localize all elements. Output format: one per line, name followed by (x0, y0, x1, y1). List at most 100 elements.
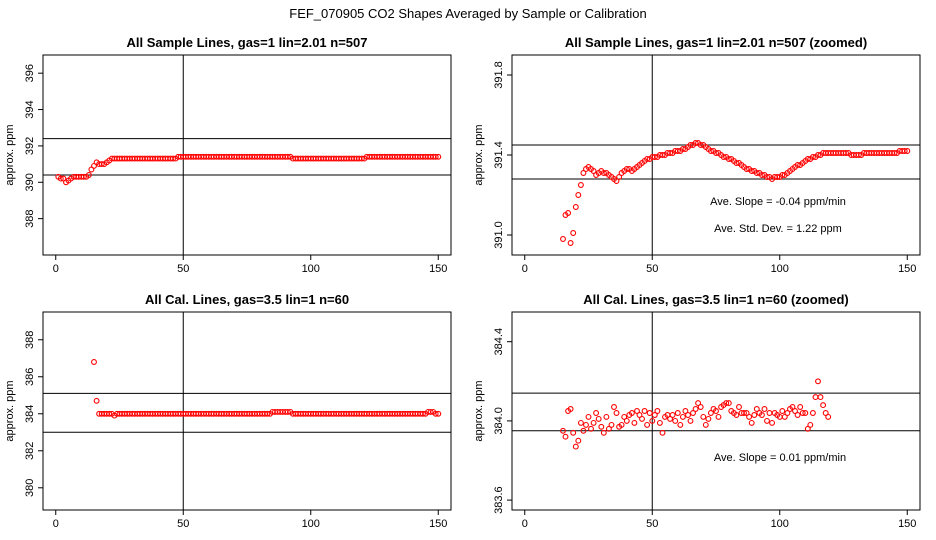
data-point (679, 413, 686, 420)
data-point (751, 412, 758, 418)
data-point (621, 413, 628, 420)
data-point (815, 378, 821, 385)
data-point (57, 175, 64, 182)
data-point (855, 152, 862, 158)
x-tick-label: 100 (771, 263, 789, 275)
data-point (741, 410, 747, 416)
data-point (613, 178, 620, 184)
data-point (580, 170, 587, 176)
y-tick-label: 396 (24, 64, 36, 82)
y-tick-label: 394 (24, 100, 36, 118)
data-point (264, 410, 271, 417)
data-point (748, 168, 755, 174)
data-point (603, 413, 610, 420)
data-points (91, 359, 442, 419)
data-point (713, 150, 719, 156)
data-point (649, 417, 656, 424)
x-tick-label: 150 (429, 518, 447, 530)
data-point (358, 155, 365, 162)
data-point (583, 421, 589, 428)
data-point (588, 425, 594, 432)
data-point (600, 170, 607, 176)
y-tick-label: 382 (24, 442, 36, 460)
data-point (700, 413, 707, 420)
data-point (812, 394, 819, 401)
y-tick-label: 391.0 (493, 221, 505, 249)
data-point (608, 421, 615, 428)
data-points (55, 153, 442, 186)
data-point (659, 152, 666, 158)
data-point (623, 417, 630, 424)
x-tick-label: 0 (522, 263, 528, 275)
y-tick-label: 384.4 (493, 328, 505, 356)
data-point (685, 412, 691, 418)
data-point (570, 230, 577, 236)
data-point (825, 413, 832, 420)
panel-3: All Cal. Lines, gas=3.5 lin=1 n=60 0 50 100… (4, 292, 452, 530)
data-point (593, 410, 600, 416)
figure-title: FEF_070905 CO2 Shapes Averaged by Sample… (289, 6, 647, 21)
data-point (674, 148, 681, 154)
data-point (651, 154, 658, 160)
data-point (616, 174, 623, 180)
data-point (891, 150, 898, 156)
data-point (794, 162, 801, 168)
y-tick-label: 390 (24, 173, 36, 191)
data-point (784, 410, 791, 416)
data-point (580, 427, 587, 434)
data-point (901, 148, 908, 154)
data-point (687, 417, 694, 424)
data-point (781, 413, 788, 420)
data-point (577, 419, 584, 426)
data-point (779, 408, 786, 414)
data-point (682, 408, 689, 414)
y-tick-label: 391.4 (493, 141, 505, 169)
data-point (802, 410, 809, 416)
x-tick-label: 0 (522, 518, 528, 530)
data-point (570, 429, 577, 436)
data-point (692, 406, 699, 412)
data-point (797, 404, 804, 410)
data-point (170, 155, 176, 162)
data-point (567, 406, 574, 412)
data-point (743, 166, 750, 172)
data-point (761, 406, 768, 412)
data-point (677, 421, 684, 428)
data-point (611, 404, 617, 410)
data-point (669, 412, 676, 418)
data-point (705, 415, 712, 422)
plot-frame (42, 54, 452, 256)
data-point (792, 408, 798, 414)
x-tick-label: 150 (898, 263, 916, 275)
x-tick-label: 50 (646, 518, 658, 530)
data-point (779, 172, 786, 178)
data-point (565, 210, 572, 216)
data-point (748, 419, 755, 426)
data-point (809, 410, 816, 416)
data-point (435, 153, 442, 160)
data-point (80, 173, 87, 180)
data-point (659, 429, 666, 436)
data-point (766, 410, 773, 416)
data-point (432, 153, 439, 160)
y-axis-label: approx. ppm (4, 380, 16, 441)
data-point (595, 415, 602, 422)
data-point (820, 402, 827, 409)
panel-title: All Cal. Lines, gas=3.5 lin=1 n=60 (zoom… (583, 292, 849, 307)
data-point (695, 400, 702, 407)
data-point (600, 429, 607, 436)
data-point (639, 415, 645, 422)
data-point (284, 408, 291, 415)
data-point (702, 421, 709, 428)
y-tick-label: 384 (24, 405, 36, 423)
data-point (692, 140, 699, 146)
data-point (715, 413, 722, 420)
data-point (904, 148, 911, 154)
plot-frame (42, 311, 452, 511)
data-point (623, 166, 630, 172)
data-point (590, 419, 597, 426)
y-tick-label: 384.0 (493, 407, 505, 435)
data-point (577, 182, 584, 188)
data-point (672, 417, 679, 424)
